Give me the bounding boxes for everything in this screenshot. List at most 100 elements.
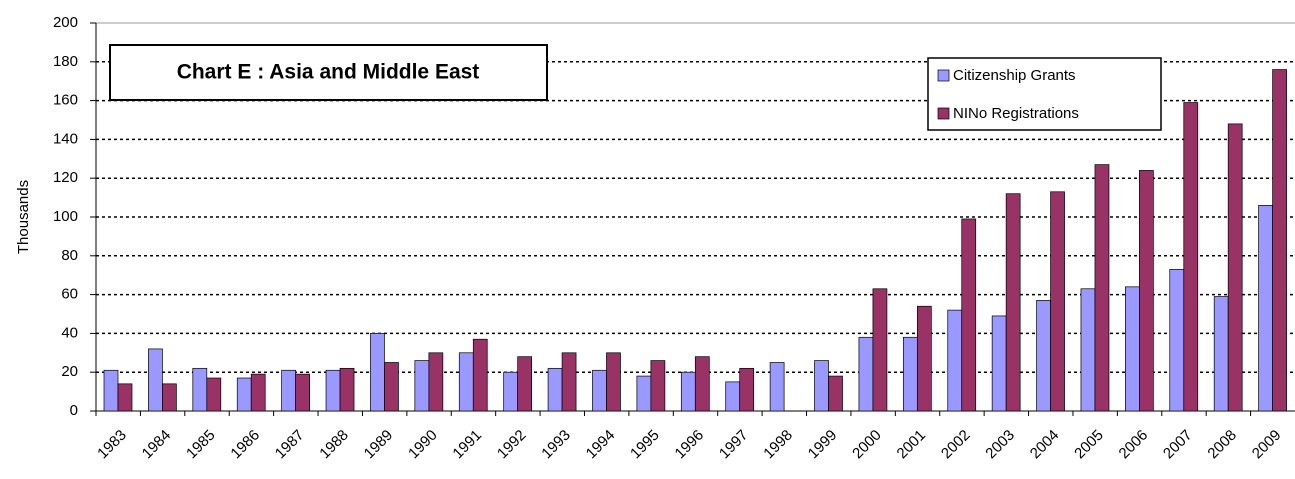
bar (961, 218, 977, 412)
y-tick-label: 60 (61, 286, 78, 303)
bar (916, 305, 932, 412)
bar (947, 309, 963, 412)
bar (295, 373, 310, 412)
bar (694, 356, 710, 412)
bar (103, 369, 119, 412)
bar (636, 375, 652, 412)
bar (1036, 300, 1051, 412)
legend-swatch (937, 69, 950, 82)
bar (250, 373, 266, 412)
bar (1080, 288, 1096, 412)
bar (236, 377, 252, 412)
x-tick-label: 2000 (849, 427, 885, 463)
bar (414, 360, 430, 412)
bar (680, 371, 696, 412)
y-tick-label: 140 (53, 130, 78, 147)
bar (858, 336, 874, 412)
bar (1183, 102, 1199, 412)
bar (1094, 164, 1110, 412)
x-tick-label: 1993 (538, 427, 574, 463)
bar (206, 377, 222, 412)
bar (828, 375, 843, 412)
x-tick-label: 1989 (361, 427, 397, 463)
y-tick-label: 0 (70, 402, 78, 419)
x-tick-label: 2003 (982, 427, 1018, 463)
bar (592, 369, 607, 412)
x-tick-label: 1985 (183, 427, 219, 463)
bar (606, 352, 621, 412)
bar (1272, 69, 1287, 412)
bar (814, 360, 829, 412)
bar (458, 352, 474, 412)
y-axis-label: Thousands (15, 180, 32, 254)
bar (561, 352, 577, 412)
x-tick-label: 1983 (94, 427, 130, 463)
y-tick-label: 80 (61, 247, 78, 264)
bar (1213, 296, 1229, 412)
x-tick-label: 1984 (139, 427, 175, 463)
bar (517, 356, 533, 412)
x-tick-label: 1996 (672, 427, 708, 463)
y-tick-label: 180 (53, 53, 78, 70)
x-tick-label: 1988 (316, 427, 352, 463)
bar (1005, 193, 1021, 412)
bar (325, 369, 341, 412)
x-tick-label: 1998 (760, 427, 796, 463)
bar (1227, 123, 1243, 412)
x-tick-label: 2002 (938, 427, 974, 463)
bar (162, 383, 177, 412)
x-tick-label: 2005 (1071, 427, 1107, 463)
bar (428, 352, 444, 412)
x-tick-label: 1995 (627, 427, 663, 463)
chart-title: Chart E : Asia and Middle East (177, 61, 480, 84)
bar (370, 333, 385, 412)
x-tick-label: 2001 (894, 427, 930, 463)
x-tick-label: 2004 (1027, 427, 1063, 463)
bar (991, 315, 1007, 412)
bar (872, 288, 888, 412)
x-tick-label: 2008 (1204, 427, 1240, 463)
bar (725, 381, 741, 412)
bar (192, 367, 208, 412)
legend-swatch (937, 107, 950, 120)
x-tick-label: 1986 (227, 427, 263, 463)
x-tick-label: 1997 (716, 427, 752, 463)
bar (148, 348, 163, 412)
legend-label: Citizenship Grants (953, 67, 1076, 84)
x-tick-label: 1987 (272, 427, 308, 463)
bar (1050, 191, 1065, 412)
bar (472, 338, 488, 412)
bar (117, 383, 133, 412)
x-tick-label: 1991 (449, 427, 485, 463)
x-tick-label: 2006 (1116, 427, 1152, 463)
bar (1169, 269, 1185, 412)
y-tick-label: 120 (53, 169, 78, 186)
bar (281, 369, 296, 412)
x-tick-label: 1994 (583, 427, 619, 463)
bar (1125, 286, 1140, 412)
y-tick-label: 200 (53, 14, 78, 31)
bar (503, 371, 519, 412)
x-tick-label: 2009 (1249, 427, 1285, 463)
title-box (109, 44, 548, 101)
x-tick-label: 1992 (494, 427, 530, 463)
legend-box (927, 57, 1162, 131)
bar (902, 336, 918, 412)
bar (739, 367, 755, 412)
y-tick-label: 20 (61, 363, 78, 380)
x-tick-label: 1999 (805, 427, 841, 463)
y-tick-label: 160 (53, 92, 78, 109)
x-tick-label: 2007 (1160, 427, 1196, 463)
bar (547, 367, 563, 412)
bar (769, 362, 785, 412)
bar (339, 367, 355, 412)
bar (384, 362, 399, 412)
x-tick-label: 1990 (405, 427, 441, 463)
y-tick-label: 40 (61, 324, 78, 341)
legend-label: NINo Registrations (953, 105, 1079, 122)
bar (1258, 205, 1273, 412)
y-tick-label: 100 (53, 208, 78, 225)
bar (650, 360, 666, 412)
bar (1139, 170, 1154, 412)
